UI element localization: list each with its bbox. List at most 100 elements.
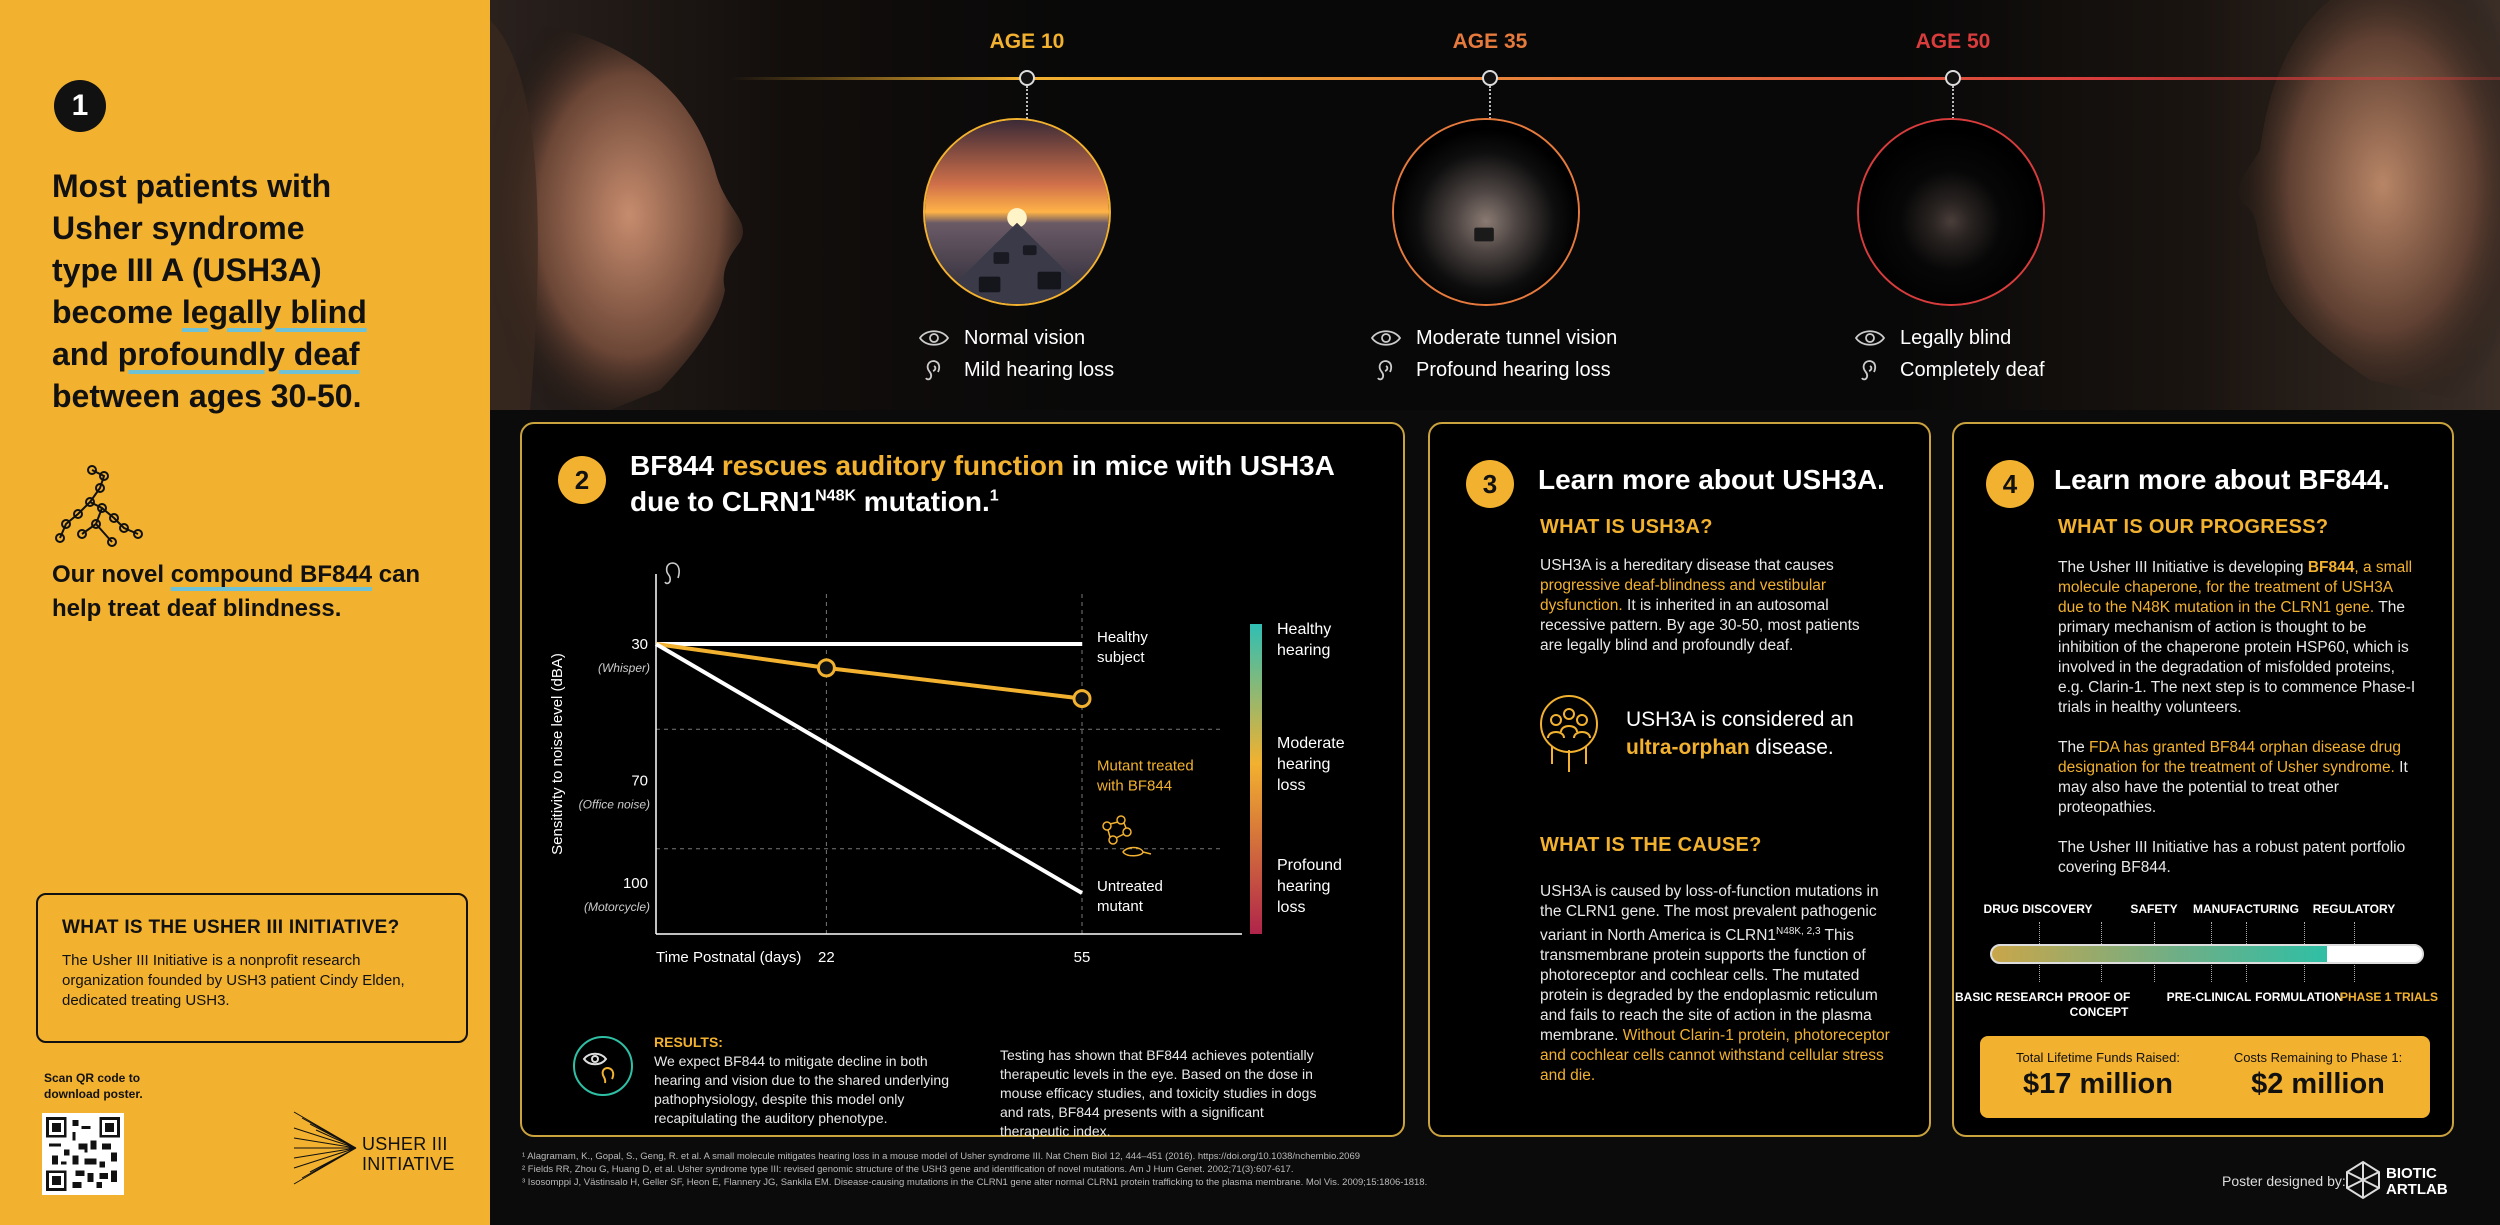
initiative-title: WHAT IS THE USHER III INITIATIVE? [62,917,400,938]
ear-icon [1861,360,1877,381]
costs-remaining: Costs Remaining to Phase 1: $2 million [2233,1050,2403,1100]
results-heading: RESULTS: [654,1034,723,1050]
ear-icon [1377,360,1393,381]
scale-label: Profound hearing loss [1277,857,1342,916]
people-group-icon [1540,695,1598,772]
molecule-icon [55,465,143,547]
stage-manufacturing: MANUFACTURING [2193,902,2299,916]
series-line-2 [655,642,1083,701]
stage-list-50: Legally blind Completely deaf [1854,322,2045,386]
timeline-connector [1952,86,1954,119]
development-progress-bar [1990,944,2424,964]
ear-icon [925,360,941,381]
series-label: Mutant treated with BF844 [1096,758,1194,795]
section-badge-1: 1 [54,80,106,132]
eye-icon [918,330,950,346]
panel-ush3a: 3 Learn more about USH3A. WHAT IS USH3A?… [1428,422,1931,1137]
funds-raised: Total Lifetime Funds Raised: $17 million [2015,1050,2181,1100]
references: ¹ Alagramam, K., Gopal, S., Geng, R. et … [522,1150,1822,1189]
series-label: Healthy subject [1097,629,1148,666]
usher-initiative-logo-icon [293,1111,357,1185]
results-text-a: We expect BF844 to mitigate decline in b… [654,1053,949,1126]
stage-drug-discovery: DRUG DISCOVERY [1983,902,2093,916]
progress-text-2: The FDA has granted BF844 orphan disease… [2058,739,2408,816]
reference-3: ³ Isosomppi J, Västinsalo H, Geller SF, … [522,1177,1428,1188]
hearing-scale-bar [1250,624,1262,934]
stage-list-35: Moderate tunnel vision Profound hearing … [1370,322,1617,386]
section-badge-4: 4 [1986,460,2034,508]
section-badge-2: 2 [558,456,606,504]
timeline-dot-50 [1945,70,1961,86]
y-tick-sublabel: (Whisper) [598,661,650,675]
funding-box: Total Lifetime Funds Raised: $17 million… [1980,1036,2430,1118]
x-axis-title: Time Postnatal (days) [656,949,801,966]
timeline-dot-10 [1019,70,1035,86]
progress-heading: WHAT IS OUR PROGRESS? [2058,516,2329,538]
progress-text-1: The Usher III Initiative is developing B… [2058,559,2416,716]
stage-proof-of-concept: PROOF OF CONCEPT [2067,990,2131,1019]
biotic-artlab-logo-icon [2346,1160,2380,1200]
stage-formulation: FORMULATION [2255,990,2343,1004]
x-tick-label: 22 [818,949,835,966]
scale-label: Moderate hearing loss [1277,735,1345,794]
chart-grid [656,594,1222,934]
what-is-ush3a-text: USH3A is a hereditary disease that cause… [1540,557,1860,654]
woman-face-image [2238,0,2500,410]
timeline-connector [1489,86,1491,119]
legally-blind-image [1857,118,2045,306]
progress-text-3: The Usher III Initiative has a robust pa… [2058,839,2406,876]
timeline-dot-35 [1482,70,1498,86]
scale-label: Healthy hearing [1277,621,1331,659]
stage-safety: SAFETY [2130,902,2178,916]
y-tick-label: 30 [631,636,648,653]
y-tick-label: 100 [623,875,648,892]
initiative-box: WHAT IS THE USHER III INITIATIVE? The Us… [36,893,468,1043]
timeline-connector [1026,86,1028,119]
panel4-title: Learn more about BF844. [2054,464,2391,495]
initiative-body: The Usher III Initiative is a nonprofit … [62,952,405,1009]
biotic-artlab-logo-text: BIOTIC ARTLAB [2386,1165,2448,1198]
stage-pre-clinical: PRE-CLINICAL [2166,990,2252,1004]
mouse-molecule-icon [1102,815,1152,857]
designed-by-label: Poster designed by: [2222,1173,2346,1189]
panel-bf844-results: 2 BF844 rescues auditory function in mic… [520,422,1405,1139]
stage-list-10: Normal vision Mild hearing loss [918,322,1114,386]
stage-basic-research: BASIC RESEARCH [1954,990,2063,1004]
eye-ear-results-icon [573,1036,633,1096]
results-text-b: Testing has shown that BF844 achieves po… [1000,1047,1317,1139]
qr-code[interactable] [42,1113,124,1195]
panel3-title: Learn more about USH3A. [1538,464,1885,495]
y-tick-sublabel: (Motorcycle) [584,900,650,914]
compound-statement: Our novel compound BF844 can help treat … [52,561,421,622]
reference-2: ² Fields RR, Zhou G, Huang D, et al. Ush… [522,1164,1294,1175]
section-badge-3: 3 [1466,460,1514,508]
series-point [816,658,836,678]
what-is-ush3a-heading: WHAT IS USH3A? [1540,516,1713,538]
series-point [1072,689,1092,709]
what-is-cause-heading: WHAT IS THE CAUSE? [1540,834,1762,856]
age-label-10: AGE 10 [989,30,1065,53]
usher-initiative-logo-text: USHER III INITIATIVE [362,1134,455,1174]
child-face-image [490,20,744,410]
progress-fill [1992,946,2328,962]
series-label: Untreated mutant [1097,878,1163,915]
what-is-cause-text: USH3A is caused by loss-of-function muta… [1540,883,1890,1085]
series-line-3 [654,642,1084,895]
chart-ear-icon [664,562,680,585]
panel2-title: BF844 rescues auditory function in mice … [630,450,1334,517]
y-tick-label: 70 [631,772,648,789]
y-axis-title: Sensitivity to noise level (dBA) [549,653,566,855]
eye-icon [1370,330,1402,346]
stage-phase-1-trials: PHASE 1 TRIALS [2339,990,2438,1004]
ultra-orphan-statement: USH3A is considered an ultra-orphan dise… [1626,708,1854,759]
left-panel: 1 Most patients with Usher syndrome type… [0,0,490,1225]
headline: Most patients with Usher syndrome type I… [52,168,367,414]
stage-regulatory: REGULATORY [2312,902,2396,916]
age-label-50: AGE 50 [1915,30,1991,53]
tunnel-vision-image [1392,118,1580,306]
timeline-banner: AGE 10 Normal vision Mild hearing loss A… [490,0,2500,410]
hearing-chart: Sensitivity to noise level (dBA) 30 (Whis… [549,562,1345,966]
panel-bf844: 4 Learn more about BF844. WHAT IS OUR PR… [1952,422,2454,1137]
eye-icon [1854,330,1886,346]
x-tick-label: 55 [1074,949,1091,966]
